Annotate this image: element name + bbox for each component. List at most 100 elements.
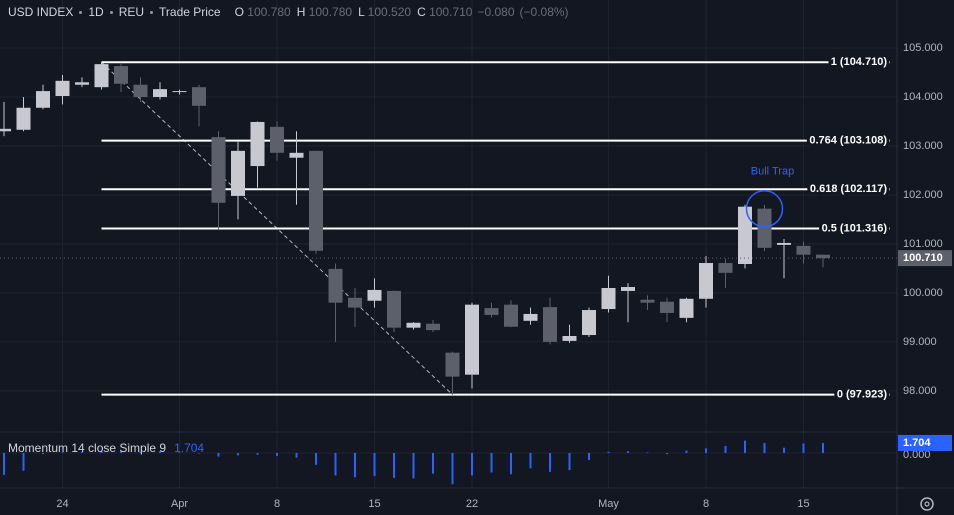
candle-body: [406, 322, 421, 328]
candle-body: [660, 301, 674, 313]
momentum-bar: [763, 442, 766, 454]
y-tick-label: 101.000: [903, 238, 943, 250]
candle-body: [621, 287, 635, 291]
x-tick-label: 15: [797, 498, 809, 510]
momentum-bar: [198, 453, 200, 454]
x-tick-label: 15: [368, 498, 380, 510]
momentum-bar: [217, 453, 220, 457]
momentum-bar: [822, 442, 824, 454]
indicator-value: 1.704: [174, 441, 205, 455]
quote-key: O: [234, 5, 244, 19]
candle-body: [75, 82, 89, 85]
momentum-bar: [510, 453, 512, 475]
momentum-bar: [451, 453, 454, 485]
quote-value: 100.780: [247, 5, 291, 19]
candle-body: [484, 308, 499, 315]
last-value-label: 1.704: [903, 437, 931, 449]
quote-key: C: [417, 5, 426, 19]
candle-body: [328, 268, 343, 303]
quote-key: L: [358, 5, 365, 19]
header: USD INDEX 1D REU Trade Price O 100.780 H …: [8, 5, 569, 19]
quote-item: C 100.710: [417, 5, 472, 19]
candle-body: [465, 304, 479, 375]
x-tick-label: 8: [703, 498, 709, 510]
candle-body: [445, 352, 460, 377]
fib-label: 0.764 (103.108): [809, 135, 887, 147]
candle-body: [679, 298, 694, 318]
quote-value: 100.780: [308, 5, 353, 19]
momentum-bar: [81, 451, 83, 454]
candle-body: [16, 107, 31, 130]
momentum-bar: [334, 453, 337, 476]
candle-body: [523, 313, 538, 321]
candle-body: [153, 89, 167, 97]
momentum-bar: [432, 453, 434, 474]
last-price-label: 100.710: [903, 252, 943, 264]
candle-body: [289, 152, 304, 158]
x-tick-label: 22: [466, 498, 478, 510]
momentum-bar: [178, 452, 181, 454]
candle-body: [367, 289, 382, 301]
candle-body: [426, 323, 440, 331]
momentum-bar: [139, 451, 142, 454]
momentum-bar: [744, 440, 746, 454]
candle-body: [231, 150, 245, 196]
momentum-bar: [724, 445, 727, 454]
fib-label: 1 (104.710): [831, 56, 888, 68]
quote-item: L 100.520: [358, 5, 411, 19]
momentum-bar: [549, 453, 551, 472]
candle-body: [699, 263, 713, 299]
indicator-title: Momentum 14 close Simple 9: [8, 441, 167, 455]
quote-value: 100.710: [429, 5, 473, 19]
quote-key: H: [296, 5, 306, 19]
settings-icon[interactable]: [920, 497, 934, 511]
annotation-text: Bull Trap: [751, 166, 794, 178]
price-type: Trade Price: [159, 5, 221, 19]
candle-body: [36, 91, 50, 108]
fib-label: 0.618 (102.117): [810, 183, 887, 195]
candle-body: [562, 336, 577, 341]
momentum-bar: [276, 453, 278, 456]
last-value-box: [898, 434, 952, 451]
last-price-box: [898, 250, 952, 267]
momentum-bar: [373, 453, 376, 477]
y-tick-label: 105.000: [903, 42, 943, 54]
y-tick-label: 103.000: [903, 140, 943, 152]
momentum-bar: [490, 453, 493, 473]
candle-body: [133, 84, 148, 97]
momentum-bar: [3, 453, 5, 475]
fib-label: 0 (97.923): [837, 389, 887, 401]
candle-body: [114, 66, 128, 84]
y-tick-label: 98.000: [903, 385, 937, 397]
symbol: USD INDEX: [8, 5, 74, 19]
quote-item: O 100.780: [235, 5, 291, 19]
candle-body: [504, 304, 518, 327]
y-tick-label: 100.000: [903, 287, 943, 299]
candle-body: [172, 91, 187, 93]
interval: 1D: [88, 5, 104, 19]
momentum-legend: Momentum 14 close Simple 9 1.704: [8, 441, 204, 455]
candle-body: [796, 245, 811, 255]
momentum-bar: [666, 453, 668, 455]
candle-body: [211, 137, 226, 203]
momentum-bar: [354, 453, 356, 478]
momentum-bar: [802, 443, 805, 454]
momentum-bar: [783, 447, 785, 454]
momentum-bar: [256, 453, 259, 455]
candle-body: [94, 64, 109, 88]
candle-body: [270, 126, 284, 153]
quote: O 100.780 H 100.780 L 100.520 C 100.710: [235, 5, 473, 19]
y-tick-label: 99.000: [903, 336, 937, 348]
quote-value: 100.520: [367, 5, 412, 19]
momentum-bar: [412, 453, 415, 479]
momentum-bar: [607, 451, 610, 454]
candle-body: [582, 310, 596, 336]
candle-body: [738, 206, 752, 264]
exchange: REU: [118, 5, 145, 19]
change: −0.080: [477, 5, 515, 19]
candle-body: [718, 263, 733, 273]
momentum-bar: [237, 453, 239, 456]
candle-body: [192, 87, 206, 106]
candle-body: [601, 288, 616, 310]
candle-body: [543, 307, 557, 342]
